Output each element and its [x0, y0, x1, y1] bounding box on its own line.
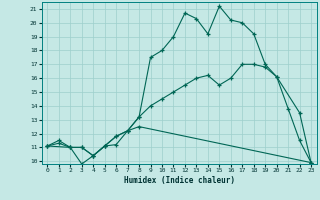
X-axis label: Humidex (Indice chaleur): Humidex (Indice chaleur)	[124, 176, 235, 185]
